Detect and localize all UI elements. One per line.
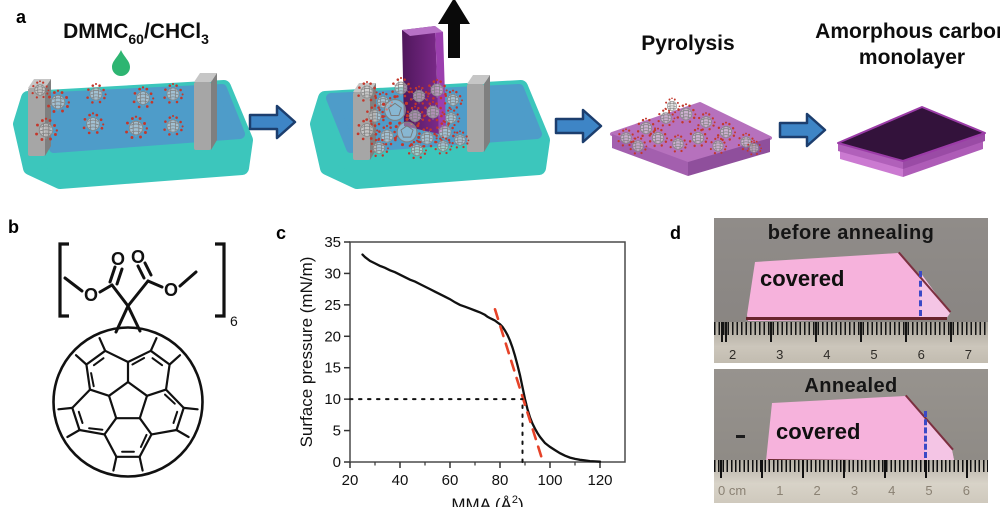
photo-annealed: Annealed covered 0 cm 1 2 3 4 5 6 <box>714 369 988 503</box>
svg-text:40: 40 <box>392 472 409 489</box>
svg-text:20: 20 <box>342 472 359 489</box>
svg-text:0: 0 <box>333 454 341 471</box>
svg-text:25: 25 <box>324 297 341 314</box>
svg-text:120: 120 <box>587 472 612 489</box>
ruler-number: 4 <box>888 483 896 498</box>
svg-text:35: 35 <box>324 234 341 251</box>
repeat-subscript: 6 <box>230 313 238 329</box>
svg-text:10: 10 <box>324 391 341 408</box>
boundary-dashed-line <box>924 411 927 458</box>
ruler-numbers: 2 3 4 5 6 7 <box>714 348 988 361</box>
ruler-number: 6 <box>917 347 925 362</box>
ruler-cm-ticks <box>714 322 988 342</box>
oxygen-label: O <box>111 249 125 269</box>
bracket-right <box>215 242 226 318</box>
svg-text:Surface pressure (mN/m): Surface pressure (mN/m) <box>297 257 316 448</box>
panel-label-c: c <box>276 223 287 243</box>
ruler-number: 0 cm <box>718 483 747 498</box>
final-label-line1: Amorphous carbon <box>815 20 1000 43</box>
malonate-bonds <box>63 261 198 334</box>
ruler: 0 cm 1 2 3 4 5 6 <box>714 460 988 503</box>
ruler-number: 5 <box>870 347 878 362</box>
panel-label-b: b <box>8 217 19 237</box>
svg-text:100: 100 <box>537 472 562 489</box>
svg-text:20: 20 <box>324 328 341 345</box>
ruler: 2 3 4 5 6 7 <box>714 322 988 363</box>
ruler-number: 2 <box>813 483 821 498</box>
process-arrow-1 <box>248 104 297 140</box>
oxygen-label: O <box>84 285 98 305</box>
pyrolysis-slab <box>610 97 772 176</box>
ruler-number: 7 <box>964 347 972 362</box>
reference-mark <box>736 435 745 438</box>
svg-text:5: 5 <box>333 423 341 440</box>
ruler-numbers: 0 cm 1 2 3 4 5 6 <box>714 484 988 497</box>
svg-text:80: 80 <box>492 472 509 489</box>
isotherm-chart: 20 40 60 80 100 120 0 5 10 15 20 25 30 35 MMA (Å2) Surf… <box>297 234 626 507</box>
oxygen-label: O <box>164 280 178 300</box>
barrier-icon <box>194 73 217 150</box>
solution-label: DMMC60/CHCl3 <box>63 20 209 47</box>
svg-text:60: 60 <box>442 472 459 489</box>
process-arrow-3 <box>778 112 827 148</box>
bracket-left <box>58 242 69 318</box>
panel-label-a: a <box>16 7 27 27</box>
svg-text:30: 30 <box>324 265 341 282</box>
pyrolysis-label: Pyrolysis <box>641 32 734 55</box>
ruler-number: 3 <box>850 483 859 498</box>
process-arrow-2 <box>554 108 603 144</box>
ruler-number: 4 <box>823 347 831 362</box>
substrate-being-pulled <box>402 26 446 134</box>
svg-text:MMA (Å2): MMA (Å2) <box>451 494 523 507</box>
photo-before-annealing: before annealing covered 2 3 4 5 6 7 <box>714 218 988 363</box>
boundary-dashed-line <box>919 271 922 316</box>
barrier-icon <box>467 75 490 152</box>
fullerene-cage <box>52 326 204 478</box>
covered-label: covered <box>760 266 845 291</box>
langmuir-trough-2 <box>317 0 543 182</box>
oxygen-label: O <box>131 247 145 267</box>
substrate-edge <box>746 317 947 320</box>
carbon-monolayer-slab <box>837 106 986 177</box>
droplet-icon <box>112 50 130 76</box>
ruler-number: 2 <box>729 347 737 362</box>
ruler-number: 3 <box>776 347 784 362</box>
covered-label: covered <box>776 419 861 444</box>
svg-text:15: 15 <box>324 360 341 377</box>
ruler-number: 6 <box>962 483 970 498</box>
panel-label-d: d <box>670 223 681 243</box>
molecular-structure: 6 O O O O <box>52 242 238 478</box>
ruler-number: 5 <box>925 483 933 498</box>
ruler-number: 1 <box>776 483 784 498</box>
photo-caption: Annealed <box>804 375 898 397</box>
photo-caption: before annealing <box>767 222 935 244</box>
langmuir-trough-1 <box>20 73 246 182</box>
final-label-line2: monolayer <box>859 46 965 69</box>
pull-up-arrow-icon <box>438 0 470 58</box>
panel-a-schematic: DMMC60/CHCl3 <box>0 0 1000 215</box>
ruler-cm-ticks <box>714 460 988 478</box>
